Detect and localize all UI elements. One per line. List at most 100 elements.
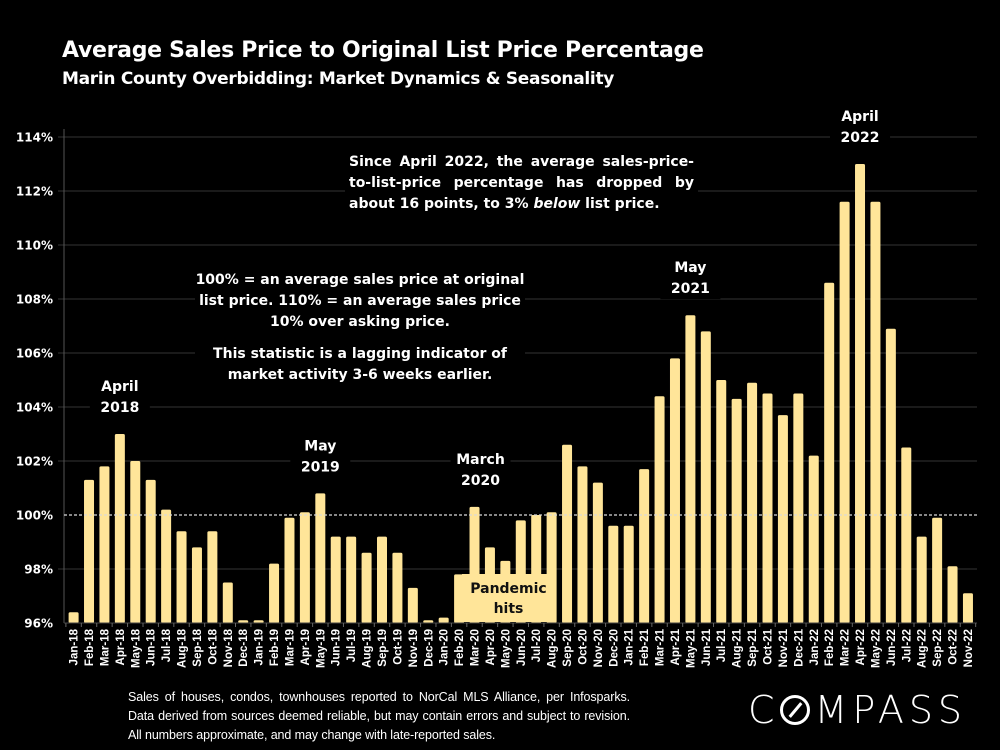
bar — [454, 574, 465, 623]
bar — [855, 164, 866, 623]
x-tick-label: Jul-21 — [716, 628, 728, 662]
annotation-line1: March — [456, 452, 505, 468]
x-tick-label: Feb-20 — [454, 629, 466, 666]
annotation-line1: April — [101, 379, 138, 395]
bar — [685, 315, 696, 623]
logo-text-start: C — [748, 688, 780, 732]
bar — [145, 479, 156, 623]
logo-o-slash-icon — [779, 695, 810, 725]
bar — [284, 517, 295, 623]
bar — [438, 617, 449, 623]
x-tick-label: Sep-18 — [192, 628, 204, 666]
x-tick-label: Apr-20 — [485, 629, 497, 665]
x-tick-label: Oct-20 — [577, 629, 589, 665]
bar — [885, 328, 896, 623]
bar — [423, 620, 434, 623]
bar — [392, 552, 403, 623]
annotation-line1: May — [304, 438, 336, 454]
y-tick-label: 114% — [16, 131, 53, 145]
x-tick-label: Jul-22 — [901, 629, 913, 662]
bar — [793, 393, 804, 623]
decline-emphasis: below — [533, 196, 581, 212]
logo-text-end: MPASS — [814, 688, 968, 732]
x-tick-label: Sep-19 — [377, 629, 389, 667]
x-tick-label: Feb-22 — [824, 629, 836, 666]
footer-disclaimer: Sales of houses, condos, townhouses repo… — [128, 690, 630, 742]
x-tick-label: Oct-18 — [207, 628, 219, 664]
y-tick-label: 106% — [16, 347, 53, 361]
x-tick-label: May-21 — [685, 628, 697, 668]
annotation-line2: 2019 — [301, 459, 340, 475]
y-axis-ticks: 96% 98% 100% 102% 104% 106% 108% 110% 112% 114% — [16, 131, 53, 631]
y-tick-label: 108% — [16, 293, 53, 307]
bar — [68, 612, 79, 623]
x-tick-label: Mar-22 — [840, 629, 852, 666]
bar — [377, 536, 387, 623]
annotation-backdrop — [660, 251, 721, 300]
x-tick-label: May-19 — [315, 629, 327, 668]
annotation-line2: 2018 — [100, 400, 139, 416]
bar — [222, 582, 233, 623]
definition-text: 100% = an average sales price at origina… — [195, 272, 525, 330]
peak-annotations: April 2018 May 2019 March 2020 May 2021 April 202… — [89, 100, 891, 491]
y-tick-label: 104% — [16, 401, 53, 415]
decline-text-end: list price. — [580, 196, 660, 212]
bar — [592, 482, 603, 623]
decline-text: Since April 2022, the average sales-pric… — [349, 154, 694, 212]
bar — [562, 444, 573, 623]
bar — [762, 393, 773, 623]
bar — [777, 415, 788, 623]
bar — [577, 466, 588, 623]
annotation-label: March 2020 — [450, 442, 511, 491]
x-tick-label: Apr-18 — [115, 628, 127, 665]
y-tick-label: 98% — [24, 563, 53, 577]
bar — [716, 380, 727, 623]
bar — [84, 479, 95, 623]
bar — [99, 466, 110, 623]
bar — [161, 509, 172, 623]
explanation-callout: 100% = an average sales price at origina… — [195, 270, 525, 386]
bar — [623, 525, 634, 623]
bar — [608, 525, 619, 623]
bar — [639, 469, 650, 623]
bar — [700, 331, 711, 623]
x-tick-label: Nov-18 — [223, 628, 235, 667]
x-tick-label: Jun-19 — [331, 629, 343, 666]
bar — [207, 531, 218, 623]
annotation-line2: 2020 — [461, 473, 500, 489]
bar — [808, 455, 819, 623]
annotation-label: May 2019 — [290, 429, 351, 478]
x-tick-label: May-22 — [870, 629, 882, 668]
bar — [346, 536, 357, 623]
x-tick-label: Jun-18 — [146, 628, 158, 666]
x-tick-label: Aug-20 — [547, 629, 559, 668]
x-tick-label: Aug-18 — [177, 628, 189, 668]
x-tick-label: Apr-19 — [300, 629, 312, 665]
x-tick-label: Oct-22 — [948, 629, 960, 665]
x-tick-label: Aug-22 — [917, 629, 929, 668]
x-tick-label: Oct-21 — [763, 628, 775, 664]
x-tick-label: Sep-20 — [562, 629, 574, 667]
x-tick-label: Jan-22 — [809, 629, 821, 665]
bar — [916, 536, 927, 623]
y-tick-label: 96% — [24, 617, 53, 631]
annotation-label: April 2022 — [830, 100, 891, 148]
bar — [315, 493, 326, 623]
x-tick-label: Dec-19 — [423, 629, 435, 667]
bars — [68, 164, 973, 624]
x-tick-label: Mar-21 — [655, 628, 667, 666]
bar — [361, 552, 372, 623]
annotation-line1: April — [841, 109, 878, 125]
bar — [932, 517, 943, 623]
x-tick-label: May-20 — [500, 629, 512, 668]
x-tick-label: Oct-19 — [392, 629, 404, 665]
lagging-indicator-text: This statistic is a lagging indicator of… — [213, 346, 507, 383]
annotation-backdrop — [450, 442, 511, 491]
bar — [238, 620, 249, 623]
x-tick-label: Jan-20 — [439, 629, 451, 665]
x-tick-label: Jul-18 — [161, 628, 173, 662]
bar — [747, 382, 758, 623]
x-tick-label: Aug-19 — [362, 629, 374, 668]
bar — [654, 396, 665, 623]
